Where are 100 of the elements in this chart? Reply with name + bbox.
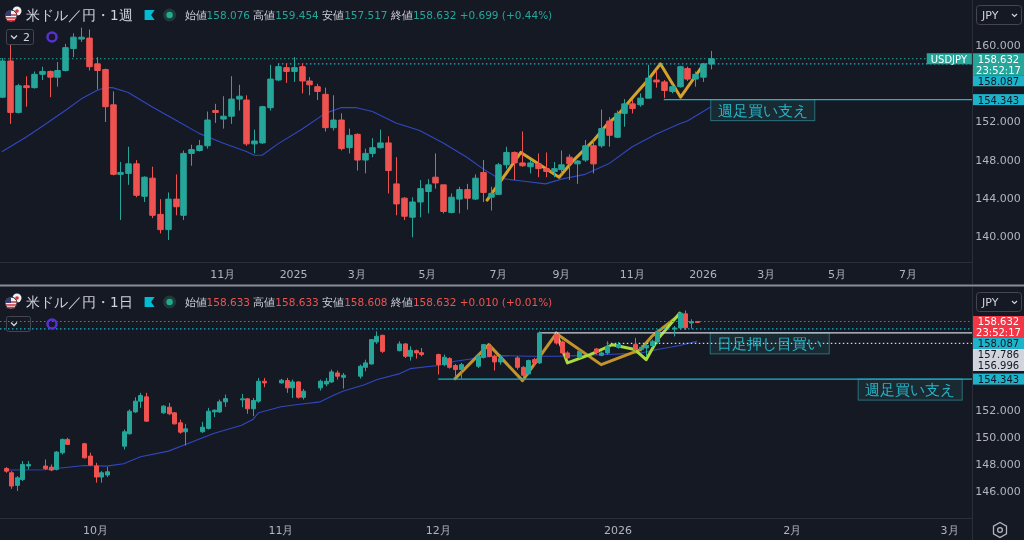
- candlestick: [689, 318, 694, 330]
- candlestick: [440, 184, 447, 214]
- candlestick: [212, 103, 219, 124]
- candlestick: [566, 153, 573, 181]
- x-tick-label: 2025: [279, 267, 308, 281]
- candlestick: [141, 175, 148, 203]
- x-tick-label: 11月: [210, 267, 236, 281]
- candlestick: [161, 404, 166, 415]
- candlestick: [385, 135, 392, 194]
- text: 始値158.076 高値159.454 安値157.517 終値158.632 +0.699 (+0.44%): [184, 9, 553, 21]
- x-tick-label: 7月: [489, 267, 508, 281]
- candlestick: [65, 437, 70, 446]
- x-tick-label: 2026: [689, 267, 718, 281]
- candlestick: [598, 109, 605, 149]
- candlestick: [436, 353, 441, 376]
- candlestick: [532, 357, 537, 367]
- data-label: 154.343: [977, 374, 1020, 386]
- candlestick: [314, 83, 321, 101]
- candlestick: [301, 388, 306, 401]
- x-tick-label: 2026: [604, 523, 633, 537]
- text: 米ドル／円・1週: [26, 7, 133, 23]
- candlestick: [322, 87, 329, 132]
- annotation: 日足押し目買い: [717, 334, 823, 353]
- candlestick: [15, 83, 22, 114]
- data-label: 157.786: [977, 349, 1020, 361]
- candlestick: [629, 99, 636, 114]
- candlestick: [243, 94, 250, 147]
- candlestick: [537, 330, 542, 365]
- y-tick-label: 140.000: [975, 229, 1021, 243]
- candlestick: [480, 159, 487, 203]
- candlestick: [397, 340, 402, 352]
- candlestick: [330, 94, 337, 132]
- y-tick-label: 148.000: [975, 153, 1021, 167]
- x-tick-label: 12月: [425, 523, 451, 537]
- x-tick-label: 3月: [757, 267, 776, 281]
- data-label: 156.996: [977, 360, 1020, 372]
- candlestick: [442, 354, 447, 367]
- candlestick: [165, 191, 172, 241]
- candlestick: [464, 183, 471, 211]
- x-tick-label: 7月: [898, 267, 917, 281]
- data-label: 158.087: [977, 75, 1020, 87]
- candlestick: [341, 372, 346, 390]
- candlestick: [262, 377, 267, 388]
- text: 23:52:17: [976, 327, 1021, 339]
- candlestick: [577, 348, 582, 360]
- data-label: 158.087: [977, 338, 1020, 350]
- series-label: USDJPY: [930, 53, 968, 65]
- candlestick: [47, 70, 54, 98]
- y-tick-label: 146.000: [975, 484, 1021, 498]
- candlestick: [590, 139, 597, 174]
- y-tick-label: 152.000: [975, 404, 1021, 418]
- candlestick: [683, 310, 688, 331]
- candlestick: [459, 362, 464, 380]
- candlestick: [380, 334, 385, 354]
- text: 23:52:17: [976, 64, 1021, 76]
- candlestick: [498, 354, 503, 366]
- y-tick-label: 148.000: [975, 457, 1021, 471]
- candlestick: [432, 152, 439, 190]
- candlestick: [23, 75, 30, 108]
- candlestick: [144, 392, 149, 423]
- x-tick-label: 3月: [940, 523, 959, 537]
- x-tick-label: 2月: [783, 523, 802, 537]
- data-label: 158.632: [977, 316, 1020, 328]
- data-label: 154.343: [977, 94, 1020, 106]
- candlestick: [290, 379, 295, 399]
- candlestick: [279, 378, 284, 385]
- y-axis-title: JPY: [981, 8, 999, 22]
- candlestick: [285, 377, 290, 394]
- text: 米ドル／円・1日: [26, 294, 133, 310]
- candlestick: [606, 116, 613, 148]
- candlestick: [240, 393, 245, 408]
- candlestick: [4, 466, 9, 474]
- annotation: 2: [23, 31, 30, 44]
- candlestick: [472, 173, 479, 201]
- candlestick: [403, 342, 408, 359]
- x-tick-label: 5月: [828, 267, 846, 281]
- y-axis-title: JPY: [981, 295, 999, 309]
- candlestick: [7, 44, 14, 125]
- candlestick: [526, 359, 531, 376]
- candlestick: [173, 173, 180, 216]
- candlestick: [296, 380, 301, 400]
- annotation: 週足買い支え: [717, 101, 808, 120]
- candlestick: [133, 159, 140, 198]
- annotation: 週足買い支え: [865, 381, 956, 400]
- candlestick: [283, 63, 290, 84]
- y-tick-label: 144.000: [975, 191, 1021, 205]
- x-tick-label: 9月: [552, 267, 571, 281]
- x-tick-label: 5月: [418, 267, 437, 281]
- candlestick: [183, 423, 188, 446]
- candlestick: [633, 337, 638, 352]
- candlestick: [684, 66, 691, 82]
- x-tick-label: 10月: [83, 523, 109, 537]
- x-tick-label: 11月: [619, 267, 645, 281]
- candlestick: [408, 345, 413, 362]
- candlestick: [616, 341, 621, 350]
- candlestick: [695, 320, 700, 323]
- x-tick-label: 3月: [347, 267, 366, 281]
- candlestick: [9, 470, 14, 490]
- candlestick: [338, 112, 345, 152]
- candlestick: [527, 159, 534, 174]
